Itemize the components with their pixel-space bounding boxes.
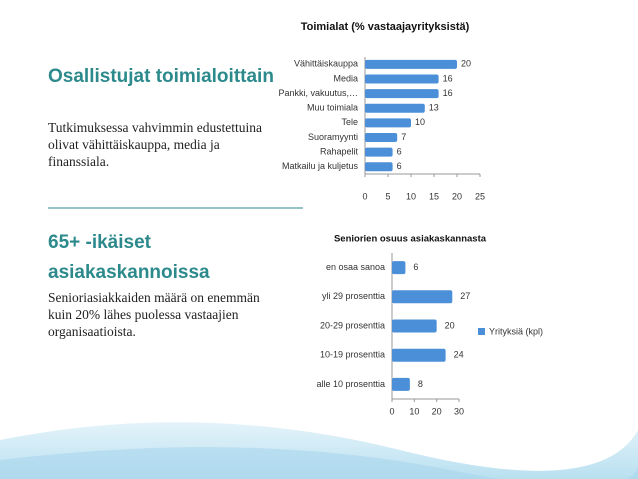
bar — [392, 377, 410, 391]
value-label: 20 — [461, 59, 471, 69]
paragraph: Senioriasiakkaiden määrä on enemmän kuin… — [48, 290, 260, 339]
bar — [365, 74, 439, 84]
x-tick-label: 20 — [452, 191, 462, 201]
y-tick-label: 10-19 prosenttia — [320, 350, 385, 360]
y-tick-label: Media — [333, 73, 358, 83]
value-label: 7 — [401, 132, 406, 142]
bar — [392, 348, 446, 362]
value-label: 27 — [460, 291, 470, 301]
x-tick-label: 10 — [409, 406, 419, 416]
y-tick-label: Matkailu ja kuljetus — [282, 161, 359, 171]
chart-title: Seniorien osuus asiakaskannasta — [334, 234, 487, 245]
x-tick-label: 10 — [406, 191, 416, 201]
x-tick-label: 0 — [362, 191, 367, 201]
value-label: 16 — [443, 73, 453, 83]
x-tick-label: 0 — [389, 406, 394, 416]
heading: 65+ -ikäiset asiakaskannoissa — [48, 232, 210, 283]
bar — [365, 132, 398, 142]
value-label: 20 — [445, 320, 455, 330]
y-tick-label: Rahapelit — [320, 146, 359, 156]
value-label: 6 — [397, 146, 402, 156]
value-label: 24 — [454, 350, 464, 360]
value-label: 8 — [418, 379, 423, 389]
x-tick-label: 20 — [432, 406, 442, 416]
bar — [392, 290, 453, 304]
bar — [365, 103, 425, 113]
value-label: 16 — [443, 88, 453, 98]
value-label: 13 — [429, 103, 439, 113]
x-tick-label: 5 — [385, 191, 390, 201]
bar — [365, 147, 393, 157]
chart-title: Toimialat (% vastaajayrityksistä) — [301, 21, 470, 33]
y-tick-label: en osaa sanoa — [326, 262, 385, 272]
y-tick-label: 20-29 prosenttia — [320, 320, 385, 330]
value-label: 6 — [397, 161, 402, 171]
bar — [392, 319, 437, 333]
bar — [365, 162, 393, 172]
x-tick-label: 25 — [475, 191, 485, 201]
x-tick-label: 30 — [454, 406, 464, 416]
y-tick-label: Vähittäiskauppa — [294, 59, 358, 69]
bar — [365, 118, 411, 128]
value-label: 10 — [415, 117, 425, 127]
y-tick-label: Pankki, vakuutus,… — [278, 88, 358, 98]
heading: Osallistujat toimialoittain — [48, 66, 274, 87]
y-tick-label: Suoramyynti — [308, 132, 358, 142]
legend-label: Yrityksiä (kpl) — [489, 326, 543, 336]
value-label: 6 — [413, 262, 418, 272]
y-tick-label: Muu toimiala — [307, 103, 358, 113]
y-tick-label: yli 29 prosenttia — [322, 291, 385, 301]
y-tick-label: alle 10 prosenttia — [316, 379, 385, 389]
wave — [0, 447, 638, 479]
bar — [365, 59, 457, 69]
legend-swatch — [478, 328, 485, 335]
bar — [365, 89, 439, 99]
x-tick-label: 15 — [429, 191, 439, 201]
y-tick-label: Tele — [341, 117, 358, 127]
paragraph: Tutkimuksessa vahvimmin edustettuina oli… — [48, 120, 262, 169]
bar — [392, 261, 406, 275]
